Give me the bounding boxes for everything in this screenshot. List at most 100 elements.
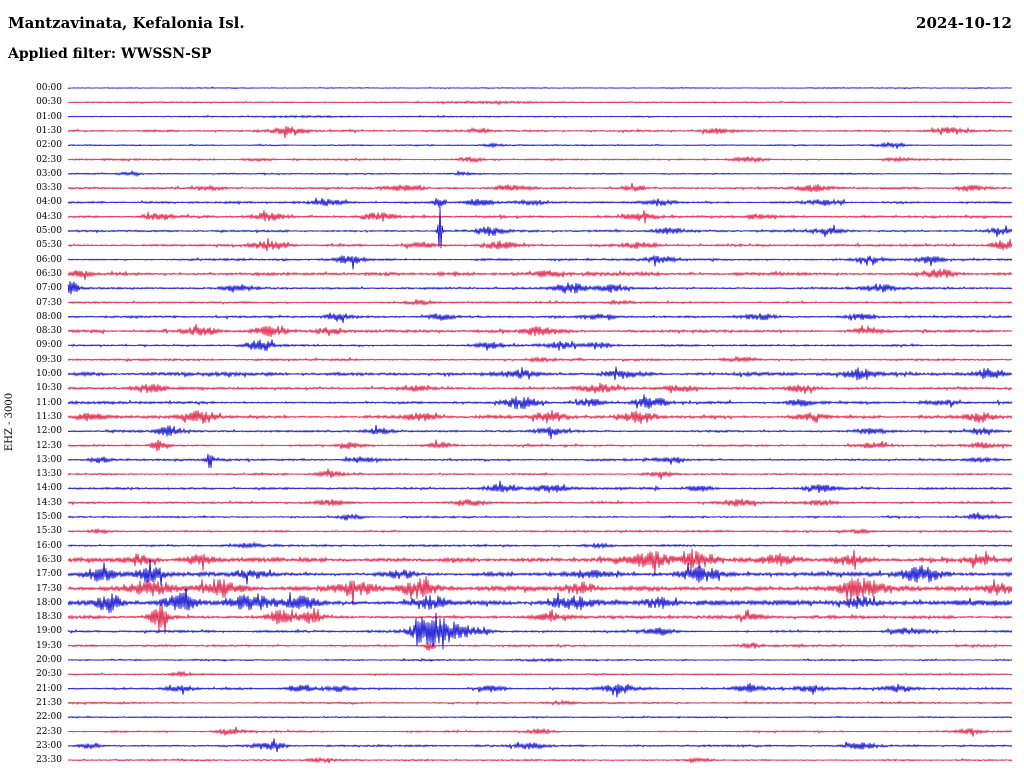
trace-row — [67, 298, 1013, 307]
trace-time-label: 08:30 — [36, 326, 62, 337]
trace-row — [67, 114, 1013, 119]
trace-row — [67, 268, 1013, 280]
trace-row — [67, 409, 1013, 424]
trace-row — [67, 738, 1013, 753]
trace-row — [67, 699, 1013, 707]
trace-row — [67, 683, 1013, 698]
trace-row — [67, 99, 1013, 106]
trace-time-label: 11:30 — [36, 411, 62, 422]
trace-time-label: 04:30 — [36, 211, 62, 222]
trace-time-label: 09:00 — [36, 340, 62, 351]
trace-time-label: 13:30 — [36, 469, 62, 480]
trace-row — [67, 86, 1013, 90]
trace-time-label: 18:00 — [36, 597, 62, 608]
trace-row — [67, 726, 1013, 737]
trace-time-label: 03:30 — [36, 183, 62, 194]
trace-row — [67, 382, 1013, 395]
trace-time-label: 17:00 — [36, 569, 62, 580]
trace-row — [67, 585, 1013, 614]
trace-row — [67, 453, 1013, 468]
trace-row — [67, 312, 1013, 324]
trace-row — [67, 439, 1013, 452]
trace-time-label: 09:30 — [36, 354, 62, 365]
trace-row — [67, 209, 1013, 224]
filter-label: Applied filter: WWSSN-SP — [8, 46, 212, 62]
trace-row — [67, 468, 1013, 480]
trace-row — [67, 366, 1013, 381]
trace-time-label: 06:00 — [36, 254, 62, 265]
trace-time-label: 11:00 — [36, 397, 62, 408]
trace-row — [67, 155, 1013, 164]
trace-time-label: 05:30 — [36, 240, 62, 251]
trace-row — [67, 237, 1013, 252]
trace-row — [67, 612, 1013, 650]
trace-time-label: 22:00 — [36, 712, 62, 723]
trace-row — [67, 527, 1013, 535]
trace-time-label: 12:30 — [36, 440, 62, 451]
trace-time-label: 23:30 — [36, 755, 62, 766]
trace-time-label: 13:00 — [36, 454, 62, 465]
trace-time-label: 08:00 — [36, 311, 62, 322]
trace-row — [67, 324, 1013, 338]
trace-row — [67, 169, 1013, 178]
trace-row — [67, 480, 1013, 494]
trace-time-label: 00:30 — [36, 97, 62, 108]
trace-row — [67, 255, 1013, 270]
trace-row — [67, 715, 1013, 720]
trace-row — [67, 558, 1013, 586]
trace-time-label: 10:30 — [36, 383, 62, 394]
trace-row — [67, 756, 1013, 764]
trace-time-label: 19:30 — [36, 640, 62, 651]
trace-row — [67, 281, 1013, 295]
trace-row — [67, 642, 1013, 651]
trace-time-label: 21:30 — [36, 697, 62, 708]
trace-time-label: 14:30 — [36, 497, 62, 508]
trace-row — [67, 603, 1013, 634]
trace-time-label: 18:30 — [36, 612, 62, 623]
trace-time-label: 07:00 — [36, 283, 62, 294]
trace-time-label: 22:30 — [36, 726, 62, 737]
trace-time-label: 07:30 — [36, 297, 62, 308]
trace-time-label: 20:30 — [36, 669, 62, 680]
trace-time-label: 19:00 — [36, 626, 62, 637]
trace-time-label: 23:00 — [36, 740, 62, 751]
date-label: 2024-10-12 — [916, 14, 1012, 32]
trace-row — [67, 576, 1013, 606]
trace-row — [67, 206, 1013, 249]
trace-row — [67, 541, 1013, 550]
trace-time-label: 05:00 — [36, 226, 62, 236]
trace-row — [67, 141, 1013, 149]
trace-row — [67, 183, 1013, 193]
trace-time-label: 16:30 — [36, 554, 62, 565]
trace-row — [67, 498, 1013, 507]
station-title: Mantzavinata, Kefalonia Isl. — [8, 14, 245, 32]
trace-time-label: 10:00 — [36, 369, 62, 379]
trace-time-label: 01:00 — [36, 111, 62, 122]
trace-row — [67, 339, 1013, 351]
trace-time-label: 20:00 — [36, 655, 62, 665]
trace-time-label: 00:00 — [36, 83, 62, 93]
trace-time-label: 03:00 — [36, 168, 62, 179]
trace-time-label: 06:30 — [36, 268, 62, 279]
trace-time-label: 01:30 — [36, 125, 62, 136]
trace-row — [67, 670, 1013, 678]
trace-time-label: 15:00 — [36, 512, 62, 522]
trace-time-label: 04:00 — [36, 197, 62, 208]
trace-row — [67, 512, 1013, 521]
trace-row — [67, 424, 1013, 440]
trace-row — [67, 125, 1013, 139]
time-label-column: 00:00 00:30 01:00 01:30 02:00 02:30 03:00 03:30… — [0, 0, 64, 780]
trace-time-label: 15:30 — [36, 526, 62, 537]
trace-row — [67, 548, 1013, 576]
trace-time-label: 02:30 — [36, 154, 62, 165]
trace-row — [67, 197, 1013, 208]
trace-time-label: 21:00 — [36, 683, 62, 694]
trace-row — [67, 355, 1013, 364]
trace-time-label: 16:00 — [36, 540, 62, 551]
trace-row — [67, 394, 1013, 410]
trace-time-label: 14:00 — [36, 483, 62, 494]
trace-time-label: 17:30 — [36, 583, 62, 594]
trace-time-label: 02:00 — [36, 140, 62, 151]
